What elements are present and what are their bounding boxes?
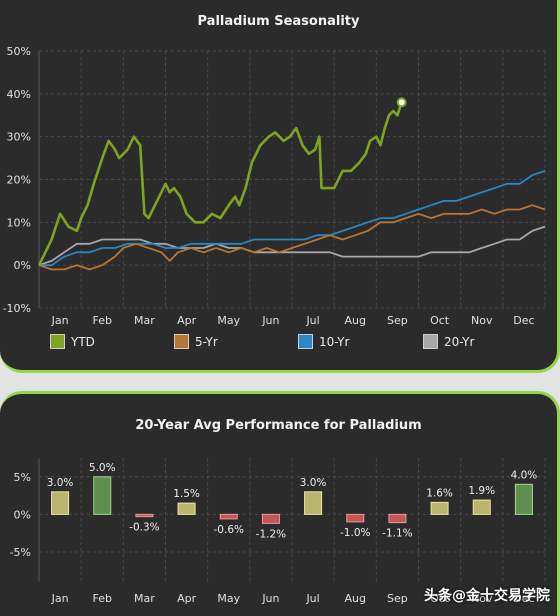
bar-value-label: 5.0% [89, 462, 116, 474]
x-tick-label: Dec [513, 314, 534, 327]
y-tick-label: 30% [7, 131, 31, 144]
bar-value-label: 3.0% [47, 477, 74, 489]
legend-label-10yr: 10-Yr [319, 334, 350, 349]
bar-oct [430, 501, 449, 515]
x-tick-label: Mar [134, 592, 155, 605]
x-tick-label: Jul [305, 314, 319, 327]
series-line-ytd [37, 101, 403, 266]
bar-jan [51, 491, 70, 515]
x-tick-label: Jun [261, 314, 279, 327]
x-tick-label: Feb [93, 592, 112, 605]
bar-apr [177, 502, 196, 515]
bar-value-label: -1.2% [256, 528, 286, 540]
x-tick-label: Aug [345, 314, 366, 327]
avg-performance-title: 20-Year Avg Performance for Palladium [135, 418, 422, 433]
bar-value-label: -1.0% [340, 527, 370, 539]
bar-feb [93, 476, 112, 515]
y-tick-label: -5% [10, 546, 31, 559]
bar-jul [304, 491, 323, 515]
legend-swatch-20yr [423, 334, 438, 349]
legend-item-20yr[interactable]: 20-Yr [423, 334, 474, 349]
seasonality-line-chart: -10% 0% 10% 20% 30% 40% 50% Jan Feb Mar Apr May Jun J… [3, 45, 546, 327]
x-tick-label: Oct [430, 314, 450, 327]
legend-swatch-ytd [50, 334, 65, 349]
series-line-5-yr [38, 204, 546, 271]
legend-label-5yr: 5-Yr [195, 334, 218, 349]
bar-value-label: -0.6% [214, 524, 244, 536]
x-tick-label: Aug [345, 592, 366, 605]
x-tick-label: Oct [430, 592, 450, 605]
y-tick-label: 5% [14, 471, 31, 484]
x-tick-label: Sep [387, 592, 408, 605]
bar-sep [388, 513, 407, 524]
y-tick-label: 0% [14, 508, 31, 521]
bar-jun [261, 513, 280, 524]
x-tick-label: Feb [93, 314, 112, 327]
x-tick-label: Nov [471, 314, 493, 327]
x-tick-label: Jan [51, 314, 69, 327]
bar-mar [135, 513, 154, 518]
legend-item-10yr[interactable]: 10-Yr [298, 334, 349, 349]
x-tick-label: Mar [134, 314, 155, 327]
y-tick-label: 10% [7, 216, 31, 229]
y-tick-label: 0% [14, 259, 31, 272]
avg-performance-bar-chart: -5% 0% 5% 3.0% Jan 5.0% Feb -0.3% Mar 1.5% Apr -0.6… [10, 458, 546, 605]
x-tick-label: Jan [51, 592, 69, 605]
bar-dec [514, 483, 533, 515]
x-tick-label: May [217, 592, 240, 605]
seasonality-title: Palladium Seasonality [197, 14, 360, 29]
bar-value-label: 1.9% [468, 485, 495, 497]
avg-performance-panel: 20-Year Avg Performance for Palladium -5… [0, 391, 560, 616]
series-line-10-yr [39, 170, 546, 267]
x-tick-label: Dec [513, 592, 534, 605]
bar-may [219, 513, 238, 520]
seasonality-panel: Palladium Seasonality -10% 0% 10% 20% 30% 40%… [0, 0, 560, 373]
y-tick-label: -10% [3, 302, 31, 315]
x-tick-label: May [217, 314, 240, 327]
bar-nov [472, 499, 491, 515]
x-tick-label: Nov [471, 592, 493, 605]
legend-label-ytd: YTD [71, 334, 95, 349]
bar-value-label: 1.5% [173, 488, 200, 500]
legend-item-ytd[interactable]: YTD [50, 334, 95, 349]
bar-value-label: 4.0% [511, 469, 538, 481]
y-tick-label: 40% [7, 88, 31, 101]
x-tick-label: Jun [261, 592, 279, 605]
legend-swatch-10yr [298, 334, 313, 349]
y-tick-label: 20% [7, 174, 31, 187]
x-tick-label: Sep [387, 314, 408, 327]
legend-swatch-5yr [174, 334, 189, 349]
bar-value-label: -0.3% [129, 522, 159, 534]
series-end-marker [396, 97, 407, 108]
legend-label-20yr: 20-Yr [444, 334, 475, 349]
legend-item-5yr[interactable]: 5-Yr [174, 334, 218, 349]
x-tick-label: Apr [177, 592, 197, 605]
x-tick-label: Jul [305, 592, 319, 605]
bar-value-label: 3.0% [300, 477, 327, 489]
y-tick-label: 50% [7, 45, 31, 58]
bar-aug [346, 513, 365, 523]
bar-value-label: -1.1% [382, 528, 412, 540]
x-tick-label: Apr [177, 314, 197, 327]
bar-value-label: 1.6% [426, 487, 453, 499]
series-line-20-yr [38, 225, 546, 267]
watermark: 头条@金十交易学院 [424, 588, 550, 604]
